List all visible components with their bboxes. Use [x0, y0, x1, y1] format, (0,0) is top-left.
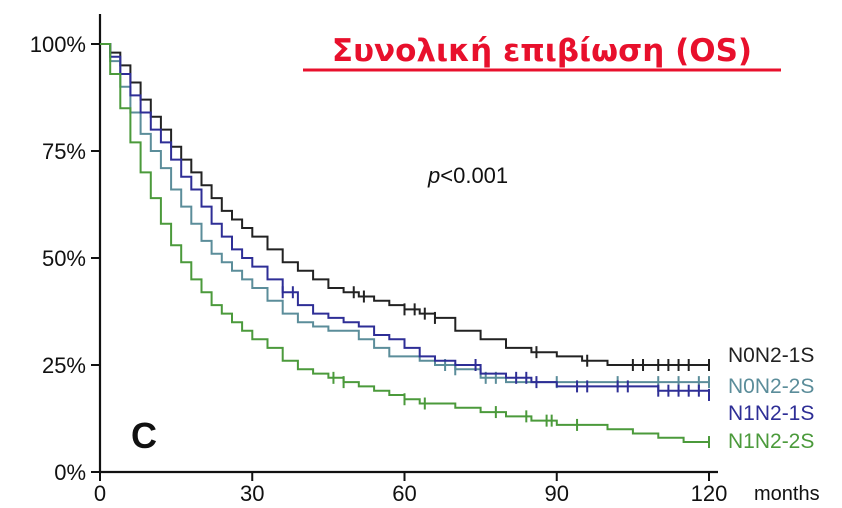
legend-item: N1N2-2S	[728, 430, 814, 453]
series-layer	[100, 43, 710, 449]
y-tick-label: 100%	[30, 32, 86, 57]
x-tick-label: 0	[94, 481, 106, 506]
p-value-annotation: p<0.001	[427, 163, 508, 188]
axis-ticks: 0 30 60 90 120 0% 25% 50% 75% 100%	[30, 32, 728, 506]
series-n0n2-2s	[100, 43, 710, 389]
series-n1n2-2s	[100, 43, 710, 449]
y-tick-label: 50%	[42, 246, 86, 271]
x-tick-label: 60	[392, 481, 416, 506]
x-tick-label: 90	[545, 481, 569, 506]
chart-title: Συνολική επιβίωση (OS)	[332, 33, 752, 69]
legend-item: N0N2-2S	[728, 375, 814, 398]
y-tick-label: 75%	[42, 139, 86, 164]
legend-item: N0N2-1S	[728, 344, 814, 367]
series-n1n2-1s	[100, 43, 710, 401]
series-n0n2-1s	[100, 43, 710, 371]
survival-curve	[100, 43, 709, 366]
survival-curve	[100, 43, 710, 395]
survival-curve	[100, 43, 709, 443]
x-tick-label: 30	[240, 481, 264, 506]
x-axis-label: months	[754, 483, 820, 505]
legend-item: N1N2-1S	[728, 402, 814, 425]
survival-curve	[100, 43, 709, 384]
legend: N0N2-1S N0N2-2S N1N2-1S N1N2-2S	[728, 344, 814, 453]
x-tick-label: 120	[691, 481, 728, 506]
panel-label: C	[131, 415, 157, 456]
y-tick-label: 25%	[42, 353, 86, 378]
y-tick-label: 0%	[54, 460, 86, 485]
p-value-text: <0.001	[440, 163, 508, 188]
p-value-symbol: p	[427, 163, 440, 188]
